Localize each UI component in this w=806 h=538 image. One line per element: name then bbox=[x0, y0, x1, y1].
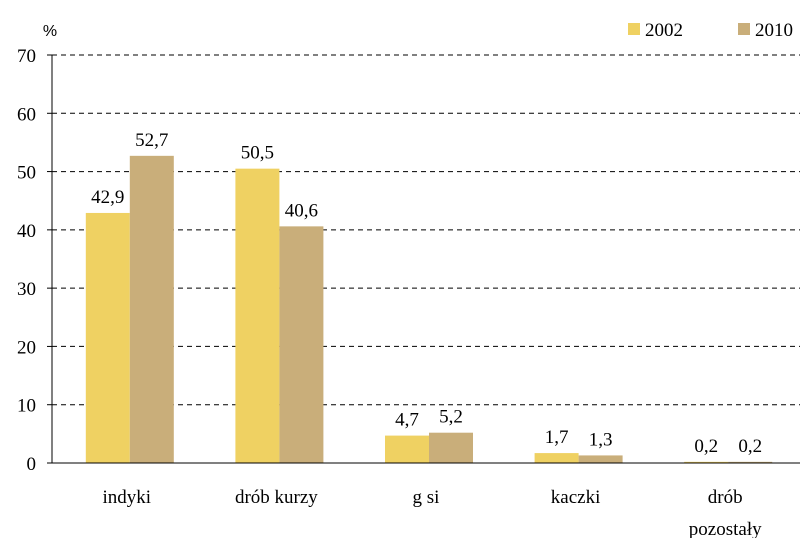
y-tick-label: 0 bbox=[27, 454, 37, 475]
x-tick-label: drób pozostały bbox=[689, 487, 762, 538]
x-tick-label: g si bbox=[413, 487, 440, 508]
legend-label: 2002 bbox=[645, 20, 683, 41]
data-label: 0,2 bbox=[738, 436, 762, 457]
legend-swatch bbox=[628, 23, 640, 35]
y-tick-label: 10 bbox=[17, 396, 36, 417]
data-label: 0,2 bbox=[694, 436, 718, 457]
bar bbox=[728, 461, 773, 463]
bar bbox=[235, 168, 280, 463]
bar bbox=[385, 435, 429, 463]
bar bbox=[279, 226, 324, 463]
legend-label: 2010 bbox=[755, 20, 793, 41]
bar bbox=[429, 432, 473, 463]
bar bbox=[534, 453, 579, 463]
y-tick-label: 70 bbox=[17, 46, 36, 67]
y-tick-label: 20 bbox=[17, 337, 36, 358]
data-label: 40,6 bbox=[285, 200, 318, 221]
y-axis-label: % bbox=[43, 23, 57, 40]
bar bbox=[578, 455, 623, 463]
x-tick-label: indyki bbox=[103, 487, 152, 508]
data-label: 1,7 bbox=[545, 427, 569, 448]
data-label: 5,2 bbox=[439, 407, 463, 428]
y-tick-label: 60 bbox=[17, 104, 36, 125]
x-tick-label: kaczki bbox=[551, 487, 601, 508]
data-label: 42,9 bbox=[91, 187, 124, 208]
data-label: 52,7 bbox=[135, 130, 168, 151]
legend-swatch bbox=[738, 23, 750, 35]
y-tick-label: 40 bbox=[17, 221, 36, 242]
data-label: 1,3 bbox=[589, 429, 613, 450]
x-tick-label: drób kurzy bbox=[235, 487, 318, 508]
bar bbox=[85, 212, 130, 463]
data-label: 50,5 bbox=[241, 143, 274, 164]
bar bbox=[129, 155, 174, 463]
y-tick-label: 30 bbox=[17, 279, 36, 300]
y-tick-label: 50 bbox=[17, 163, 36, 184]
data-label: 4,7 bbox=[395, 410, 419, 431]
bar bbox=[684, 461, 729, 463]
